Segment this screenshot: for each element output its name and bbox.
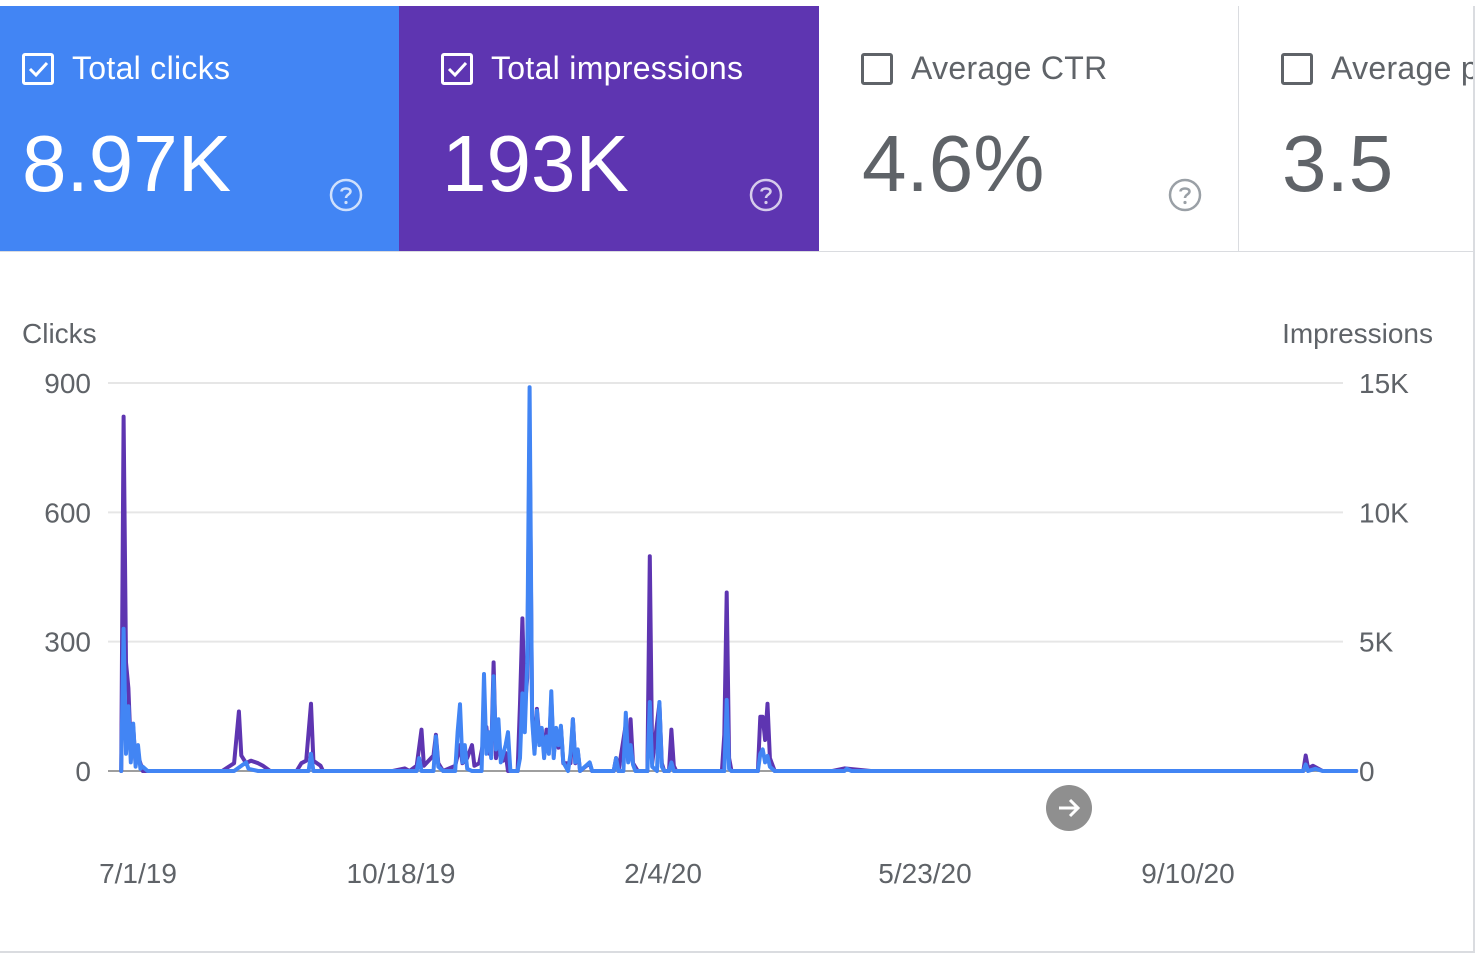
total-impressions-checkbox[interactable]: [441, 52, 473, 85]
y-left-tick-label: 900: [44, 368, 91, 399]
metric-value: 8.97K: [22, 119, 232, 208]
metric-card-header: Average p: [1281, 50, 1473, 87]
metric-label: Average p: [1331, 50, 1473, 86]
metric-card-total-clicks[interactable]: Total clicks 8.97K: [0, 6, 399, 251]
metric-card-average-ctr[interactable]: Average CTR 4.6%: [819, 6, 1239, 251]
y-right-tick-label: 15K: [1359, 368, 1409, 399]
x-tick-label: 9/10/20: [1141, 858, 1234, 889]
average-position-checkbox[interactable]: [1281, 52, 1313, 85]
x-axis-ticks: 7/1/19 10/18/19 2/4/20 5/23/20 9/10/20: [99, 858, 1235, 889]
average-ctr-checkbox[interactable]: [861, 52, 893, 85]
y-left-ticks: 900 600 300 0: [44, 368, 91, 787]
metric-card-header: Total clicks: [22, 50, 230, 87]
check-icon: [28, 61, 49, 77]
help-circle-icon[interactable]: [329, 178, 363, 212]
series-lines: [119, 385, 1359, 773]
total-clicks-checkbox[interactable]: [22, 52, 54, 85]
check-icon: [447, 61, 468, 77]
x-tick-label: 10/18/19: [347, 858, 456, 889]
metric-card-total-impressions[interactable]: Total impressions 193K: [399, 6, 819, 251]
y-right-ticks: 15K 10K 5K 0: [1359, 368, 1409, 787]
y-right-tick-label: 5K: [1359, 627, 1394, 658]
series-line-impressions: [119, 414, 1359, 773]
help-circle-icon[interactable]: [749, 178, 783, 212]
performance-chart: Clicks Impressions 900 600 300 0 15K 10K 5K 0 …: [0, 251, 1473, 951]
x-tick-label: 2/4/20: [624, 858, 702, 889]
metric-label: Total clicks: [72, 50, 231, 86]
help-circle-icon[interactable]: [1168, 178, 1202, 212]
x-tick-label: 7/1/19: [99, 858, 177, 889]
y-right-tick-label: 10K: [1359, 497, 1409, 528]
scroll-right-button[interactable]: [1046, 785, 1092, 831]
metric-cards: Total clicks 8.97K Total impressions 193…: [0, 6, 1473, 252]
x-tick-label: 5/23/20: [878, 858, 971, 889]
y-left-tick-label: 300: [44, 627, 91, 658]
metric-value: 193K: [442, 119, 629, 208]
metric-label: Total impressions: [491, 50, 744, 86]
metric-card-header: Average CTR: [861, 50, 1108, 87]
metric-value: 4.6%: [862, 119, 1045, 208]
y-right-tick-label: 0: [1359, 756, 1375, 787]
y-left-tick-label: 0: [75, 756, 91, 787]
metric-card-header: Total impressions: [441, 50, 743, 87]
y-right-axis-label: Impressions: [1282, 318, 1433, 349]
performance-panel: Total clicks 8.97K Total impressions 193…: [0, 6, 1475, 953]
series-line-clicks: [119, 385, 1359, 773]
metric-label: Average CTR: [911, 50, 1108, 86]
metric-card-average-position[interactable]: Average p 3.5: [1239, 6, 1473, 251]
y-left-tick-label: 600: [44, 497, 91, 528]
arrow-right-icon: [1059, 798, 1081, 818]
metric-value: 3.5: [1282, 119, 1394, 208]
y-left-axis-label: Clicks: [22, 318, 97, 349]
